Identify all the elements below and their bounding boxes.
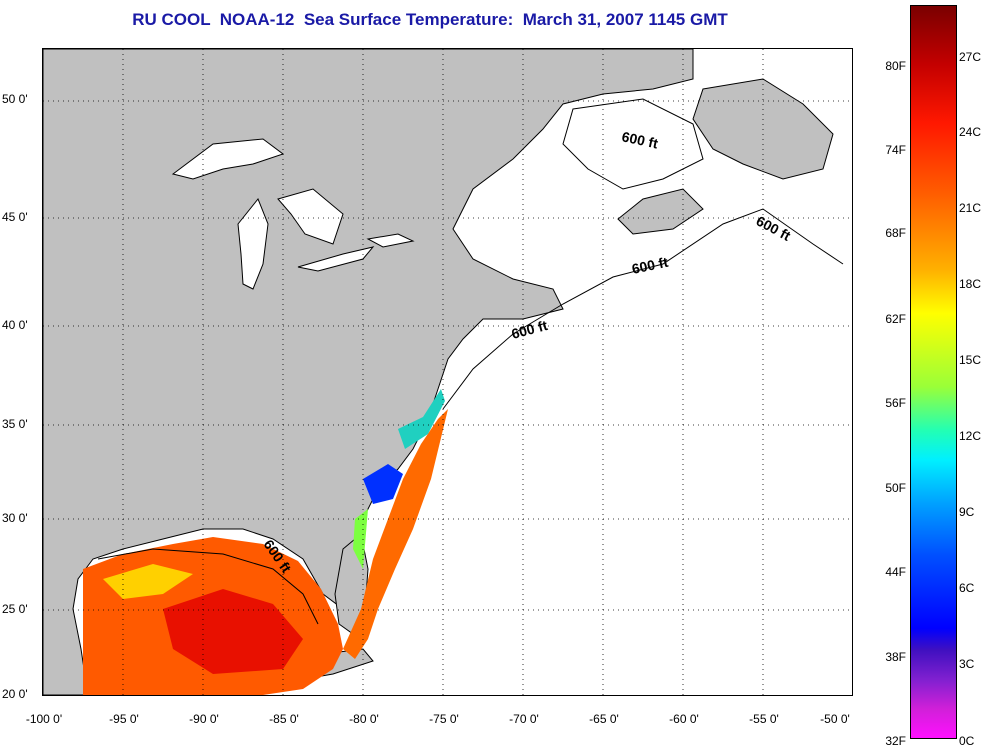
sst-gulf-stream [343, 409, 448, 659]
colorbar-celsius-label: 3C [959, 657, 975, 671]
colorbar-celsius-label: 9C [959, 505, 975, 519]
lake-ontario [366, 233, 415, 248]
gulf-st-lawrence [562, 98, 704, 190]
colorbar-fahrenheit-label: 50F [885, 481, 906, 495]
isobath-label: 600 ft [620, 128, 659, 151]
colorbar-fahrenheit-label: 44F [885, 565, 906, 579]
colorbar-celsius-label: 27C [959, 50, 982, 64]
lake-superior [171, 138, 285, 180]
sst-coastal-green [353, 509, 368, 569]
lon-label: -100 0' [25, 712, 63, 726]
colorbar-fahrenheit-label: 80F [885, 59, 906, 73]
colorbar-celsius-label: 24C [959, 125, 982, 139]
colorbar-celsius-label: 0C [959, 734, 975, 748]
lon-label: -90 0' [189, 712, 219, 726]
sst-map[interactable]: 600 ft 600 ft 600 ft 600 ft 600 ft [42, 48, 853, 696]
colorbar-celsius-label: 12C [959, 429, 982, 443]
sst-coastal-cool [363, 464, 403, 504]
lon-label: -80 0' [349, 712, 379, 726]
sst-coastal-teal [398, 389, 445, 449]
colorbar-celsius-label: 21C [959, 201, 982, 215]
lake-michigan [237, 198, 269, 290]
lon-label: -60 0' [669, 712, 699, 726]
lat-label: 40 0' [2, 318, 28, 332]
lat-label: 45 0' [2, 210, 28, 224]
map-canvas: 600 ft 600 ft 600 ft 600 ft 600 ft [43, 49, 852, 695]
colorbar-celsius-label: 18C [959, 277, 982, 291]
map-title: RU COOL NOAA-12 Sea Surface Temperature:… [132, 10, 728, 29]
isobath-label: 600 ft [754, 213, 794, 244]
isobath-label: 600 ft [630, 254, 669, 277]
isobath-600ft-line [442, 208, 844, 410]
lake-huron [277, 188, 344, 245]
sst-gulf-cool-patch [103, 564, 193, 599]
lat-label: 30 0' [2, 511, 28, 525]
lat-label: 25 0' [2, 602, 28, 616]
isobath-600ft-gulf-line [97, 548, 319, 625]
colorbar-celsius-label: 15C [959, 353, 982, 367]
colorbar-fahrenheit-label: 38F [885, 650, 906, 664]
colorbar-celsius-label: 6C [959, 581, 975, 595]
lon-label: -50 0' [820, 712, 850, 726]
colorbar-fahrenheit-label: 74F [885, 143, 906, 157]
lon-label: -70 0' [509, 712, 539, 726]
lat-label: 35 0' [2, 417, 28, 431]
colorbar-fahrenheit-label: 68F [885, 226, 906, 240]
lon-label: -85 0' [269, 712, 299, 726]
lon-label: -75 0' [429, 712, 459, 726]
lat-label: 20 0' [2, 687, 28, 701]
lon-label: -95 0' [109, 712, 139, 726]
lon-label: -65 0' [589, 712, 619, 726]
colorbar-fahrenheit-label: 32F [885, 734, 906, 748]
colorbar-fahrenheit-label: 56F [885, 396, 906, 410]
lake-erie [297, 246, 375, 272]
lon-label: -55 0' [749, 712, 779, 726]
colorbar-fahrenheit-label: 62F [885, 312, 906, 326]
isobath-label: 600 ft [510, 317, 550, 342]
temperature-colorbar [910, 5, 957, 739]
lat-label: 50 0' [2, 92, 28, 106]
land-nova-scotia [617, 188, 704, 235]
